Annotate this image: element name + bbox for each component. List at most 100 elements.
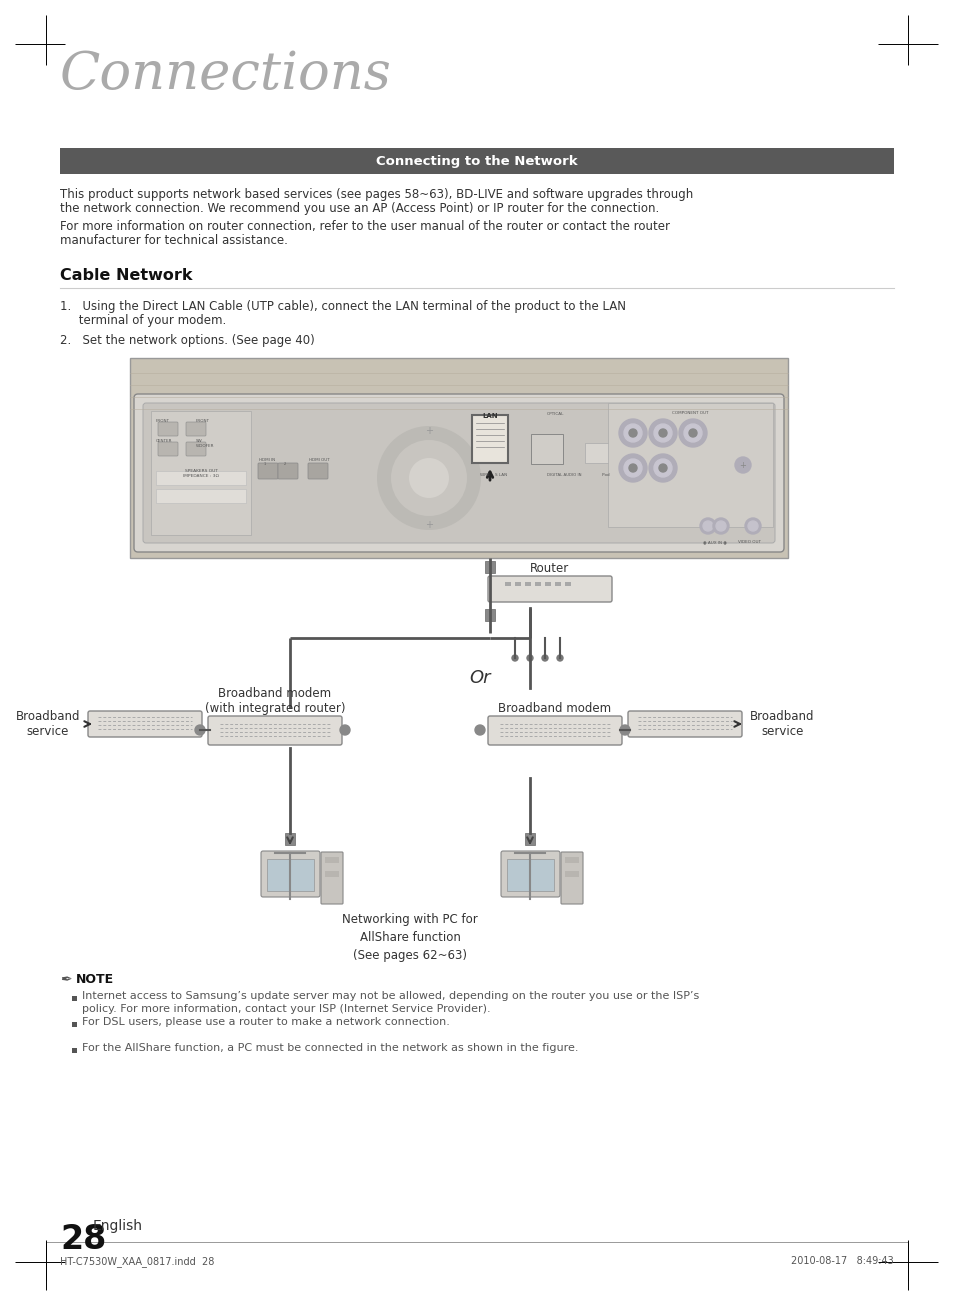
Text: 2010-08-17   8:49:43: 2010-08-17 8:49:43 [790, 1256, 893, 1266]
Bar [515, 582, 520, 586]
Text: +: + [739, 460, 745, 469]
Text: S LAN: S LAN [495, 473, 507, 477]
FancyBboxPatch shape [88, 711, 202, 737]
Text: Broadband modem
(with integrated router): Broadband modem (with integrated router) [205, 687, 345, 715]
Circle shape [194, 725, 205, 735]
FancyBboxPatch shape [277, 463, 297, 478]
Circle shape [526, 655, 533, 661]
Bar [564, 870, 578, 877]
Bar [325, 857, 338, 863]
Text: 1: 1 [264, 461, 266, 467]
Bar [156, 471, 246, 485]
Text: HDMI OUT: HDMI OUT [309, 457, 330, 461]
Text: COMPONENT OUT: COMPONENT OUT [671, 410, 707, 416]
Bar [325, 870, 338, 877]
Circle shape [557, 655, 562, 661]
Circle shape [654, 423, 671, 442]
FancyBboxPatch shape [261, 851, 319, 897]
Text: For the AllShare function, a PC must be connected in the network as shown in the: For the AllShare function, a PC must be … [82, 1043, 578, 1053]
Circle shape [679, 420, 706, 447]
FancyBboxPatch shape [208, 716, 341, 745]
Text: HDMI IN: HDMI IN [258, 457, 274, 461]
Circle shape [734, 457, 750, 473]
Circle shape [683, 423, 701, 442]
Text: For DSL users, please use a router to make a network connection.: For DSL users, please use a router to ma… [82, 1017, 450, 1027]
Bar [156, 489, 246, 503]
Circle shape [628, 429, 637, 437]
FancyBboxPatch shape [186, 442, 206, 456]
Text: Broadband
service: Broadband service [15, 710, 80, 738]
Text: English: English [92, 1219, 143, 1233]
Text: 2: 2 [284, 461, 286, 467]
Circle shape [659, 429, 666, 437]
Circle shape [700, 518, 716, 535]
Text: This product supports network based services (see pages 58~63), BD-LIVE and soft: This product supports network based serv… [60, 188, 693, 201]
Circle shape [744, 518, 760, 535]
Text: DIGITAL AUDIO IN: DIGITAL AUDIO IN [546, 473, 581, 477]
Text: Networking with PC for
AllShare function
(See pages 62~63): Networking with PC for AllShare function… [342, 914, 477, 962]
Text: Or: Or [469, 669, 490, 687]
Text: LAN: LAN [481, 413, 497, 420]
FancyBboxPatch shape [488, 716, 621, 745]
Text: Router: Router [530, 562, 569, 575]
Bar [130, 358, 787, 558]
Circle shape [409, 457, 449, 498]
Bar [544, 582, 551, 586]
Circle shape [747, 521, 758, 531]
FancyBboxPatch shape [133, 393, 783, 552]
Circle shape [654, 459, 671, 477]
Text: FRONT: FRONT [156, 420, 170, 423]
Text: Broadband
service: Broadband service [749, 710, 814, 738]
Bar [484, 609, 495, 621]
Bar [484, 561, 495, 572]
Circle shape [628, 464, 637, 472]
Text: ✒: ✒ [60, 972, 71, 987]
Circle shape [618, 454, 646, 482]
FancyBboxPatch shape [186, 422, 206, 437]
Bar [71, 996, 77, 1001]
Bar [535, 582, 540, 586]
Text: 1.   Using the Direct LAN Cable (UTP cable), connect the LAN terminal of the pro: 1. Using the Direct LAN Cable (UTP cable… [60, 301, 625, 312]
Circle shape [702, 521, 712, 531]
Circle shape [623, 459, 641, 477]
Text: +: + [424, 426, 433, 437]
Bar [504, 582, 511, 586]
FancyBboxPatch shape [143, 403, 774, 542]
Text: SPEAKERS OUT
IMPEDANCE : 3Ω: SPEAKERS OUT IMPEDANCE : 3Ω [183, 469, 218, 477]
Text: WIRE: WIRE [479, 473, 490, 477]
Bar [524, 582, 531, 586]
Text: Connections: Connections [60, 48, 392, 101]
Text: Cable Network: Cable Network [60, 268, 193, 284]
Text: iPod: iPod [601, 473, 610, 477]
FancyBboxPatch shape [488, 576, 612, 603]
Text: CENTER: CENTER [156, 439, 172, 443]
FancyBboxPatch shape [472, 416, 507, 463]
FancyBboxPatch shape [500, 851, 559, 897]
FancyBboxPatch shape [308, 463, 328, 478]
Circle shape [716, 521, 725, 531]
FancyBboxPatch shape [531, 434, 562, 464]
Circle shape [541, 655, 547, 661]
Text: ◉ AUX IN ◉: ◉ AUX IN ◉ [702, 540, 726, 544]
Bar [151, 410, 251, 535]
Bar [267, 859, 314, 891]
Text: +: + [424, 520, 433, 531]
Circle shape [391, 440, 467, 516]
Text: 2.   Set the network options. (See page 40): 2. Set the network options. (See page 40… [60, 335, 314, 346]
Text: VIDEO OUT: VIDEO OUT [738, 540, 760, 544]
Circle shape [618, 420, 646, 447]
Circle shape [648, 454, 677, 482]
Bar [584, 443, 619, 463]
FancyBboxPatch shape [158, 422, 178, 437]
FancyBboxPatch shape [320, 852, 343, 904]
Bar [555, 582, 560, 586]
Text: Connecting to the Network: Connecting to the Network [375, 154, 578, 167]
FancyBboxPatch shape [257, 463, 277, 478]
Text: For more information on router connection, refer to the user manual of the route: For more information on router connectio… [60, 220, 669, 233]
Circle shape [376, 426, 480, 531]
Text: FRONT: FRONT [195, 420, 210, 423]
Text: OPTICAL: OPTICAL [546, 412, 564, 416]
Bar [524, 833, 535, 846]
Circle shape [623, 423, 641, 442]
FancyBboxPatch shape [158, 442, 178, 456]
